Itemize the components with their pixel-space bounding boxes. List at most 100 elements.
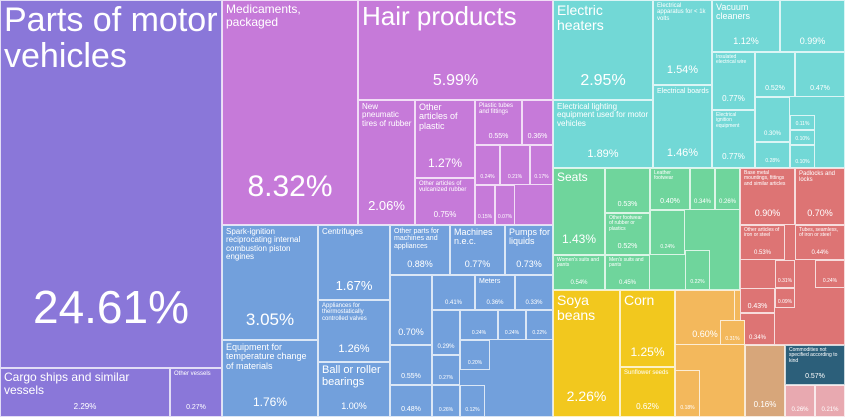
tile-label: Leather footwear [654, 170, 674, 182]
tile-label: Electrical apparatus for < 1k volts [657, 3, 706, 22]
tile-label: Electrical lighting equipment used for m… [557, 102, 649, 128]
tile: 0.52% [755, 52, 795, 97]
tile: 0.24% [460, 310, 498, 340]
value-label: 0.55% [401, 373, 421, 380]
tile: Electrical ignition equipment 0.77% [712, 110, 755, 168]
value-label: 0.21% [507, 174, 523, 180]
tile: 0.26% [715, 168, 740, 210]
tile-label: Seats [557, 170, 588, 184]
value-label: 0.31% [777, 278, 793, 285]
tile: 0.24% [815, 260, 845, 288]
value-label: 0.20% [467, 360, 483, 366]
tile-label: Electrical boards [657, 88, 709, 95]
tile: 0.11% [790, 115, 815, 130]
value-label: 0.11% [795, 121, 810, 127]
tile-label: Pumps for liquids [509, 227, 551, 247]
tile: Spark-ignition reciprocating internal co… [222, 225, 318, 340]
tile: Machines n.e.c. 0.77% [450, 225, 505, 275]
tile-label: Padlocks and locks [799, 171, 836, 184]
tile: 0.36% [522, 100, 553, 145]
tile-label: Centrifuges [322, 227, 363, 236]
tile: Other articles of vulcanized rubber 0.75% [415, 178, 475, 225]
value-label: 0.77% [722, 94, 745, 104]
tile: 0.48% [390, 385, 432, 417]
tile: 0.34% [690, 168, 715, 210]
tile: Hair products 5.99% [358, 0, 553, 100]
tile: 0.27% [432, 355, 460, 385]
tile: 0.21% [815, 385, 845, 417]
tile: 0.10% [790, 145, 815, 168]
value-label: 0.48% [401, 405, 421, 413]
value-label: 0.88% [407, 259, 433, 269]
value-label: 0.73% [516, 259, 542, 269]
value-label: 0.90% [754, 208, 781, 219]
value-label: 0.36% [527, 132, 548, 140]
value-label: 2.26% [566, 388, 607, 405]
tile: Sunflower seeds 0.62% [620, 367, 675, 417]
tile: Seats 1.43% [553, 168, 605, 255]
tile: Parts of motor vehicles 24.61% [0, 0, 222, 368]
value-label: 0.22% [690, 279, 705, 285]
value-label: 1.26% [338, 342, 370, 355]
tile-label: Soya beans [557, 292, 596, 323]
value-label: 0.24% [471, 330, 487, 336]
value-label: 8.32% [247, 169, 333, 203]
tile-label: Medicaments, packaged [226, 2, 301, 29]
tile-label: Meters [479, 278, 501, 285]
tile-label: Spark-ignition reciprocating internal co… [226, 227, 301, 262]
tile: Other vessels 0.27% [170, 368, 222, 417]
value-label: 0.52% [765, 84, 785, 92]
tile: 0.24% [498, 310, 526, 340]
tile: Centrifuges 1.67% [318, 225, 390, 300]
tile: 0.24% [475, 145, 500, 185]
value-label: 0.77% [464, 259, 491, 269]
value-label: 1.89% [587, 148, 619, 161]
tile: Vacuum cleaners 1.12% [712, 0, 780, 52]
tile-label: Sunflower seeds [624, 370, 669, 376]
tile: 0.28% [755, 142, 790, 168]
tile: Commodities not specified according to k… [785, 345, 845, 385]
tile-label: Other articles of iron or steel [744, 227, 780, 239]
tile: 0.29% [432, 310, 460, 355]
tile-label: Other parts for machines and appliances [394, 228, 440, 250]
tile: Equipment for temperature change of mate… [222, 340, 318, 417]
value-label: 1.46% [666, 146, 699, 159]
tile: 0.31% [775, 260, 795, 288]
tile: Women's suits and pants 0.54% [553, 255, 605, 290]
value-label: 0.44% [811, 249, 829, 256]
tile: 0.22% [685, 250, 710, 290]
value-label: 0.27% [438, 375, 454, 381]
tile-label: Equipment for temperature change of mate… [226, 342, 307, 371]
value-label: 0.77% [722, 152, 745, 162]
value-label: 0.33% [525, 299, 543, 306]
tile: Soya beans 2.26% [553, 290, 620, 417]
value-label: 0.16% [753, 399, 777, 409]
tile: 0.16% [745, 345, 785, 417]
value-label: 0.10% [795, 136, 810, 142]
tile: 0.21% [500, 145, 530, 185]
value-label: 1.00% [341, 400, 367, 411]
tile: 0.20% [460, 340, 490, 370]
tile: Other parts for machines and appliances 0… [390, 225, 450, 275]
tile: 0.99% [780, 0, 845, 52]
value-label: 0.10% [795, 158, 810, 165]
value-label: 0.31% [725, 335, 740, 342]
tile: Cargo ships and similar vessels 2.29% [0, 368, 170, 417]
value-label: 0.24% [660, 243, 675, 250]
tile: 0.34% [740, 313, 775, 345]
value-label: 0.12% [465, 406, 480, 413]
value-label: 0.36% [486, 299, 504, 306]
tile-label: Parts of motor vehicles [4, 1, 218, 75]
tile: New pneumatic tires of rubber 2.06% [358, 100, 415, 225]
tile: Other articles of plastic 1.27% [415, 100, 475, 178]
tile-label: Other footwear of rubber or plastics [609, 215, 643, 232]
tile: Tubes, seamless, of iron or steel 0.44% [795, 225, 845, 260]
value-label: 1.12% [733, 35, 759, 46]
tile: 0.17% [530, 145, 553, 185]
value-label: 0.24% [822, 278, 838, 285]
tile: Ball or roller bearings 1.00% [318, 362, 390, 417]
tile: Other articles of iron or steel 0.53% [740, 225, 785, 260]
value-label: 24.61% [32, 281, 189, 334]
tile: 0.55% [390, 345, 432, 385]
